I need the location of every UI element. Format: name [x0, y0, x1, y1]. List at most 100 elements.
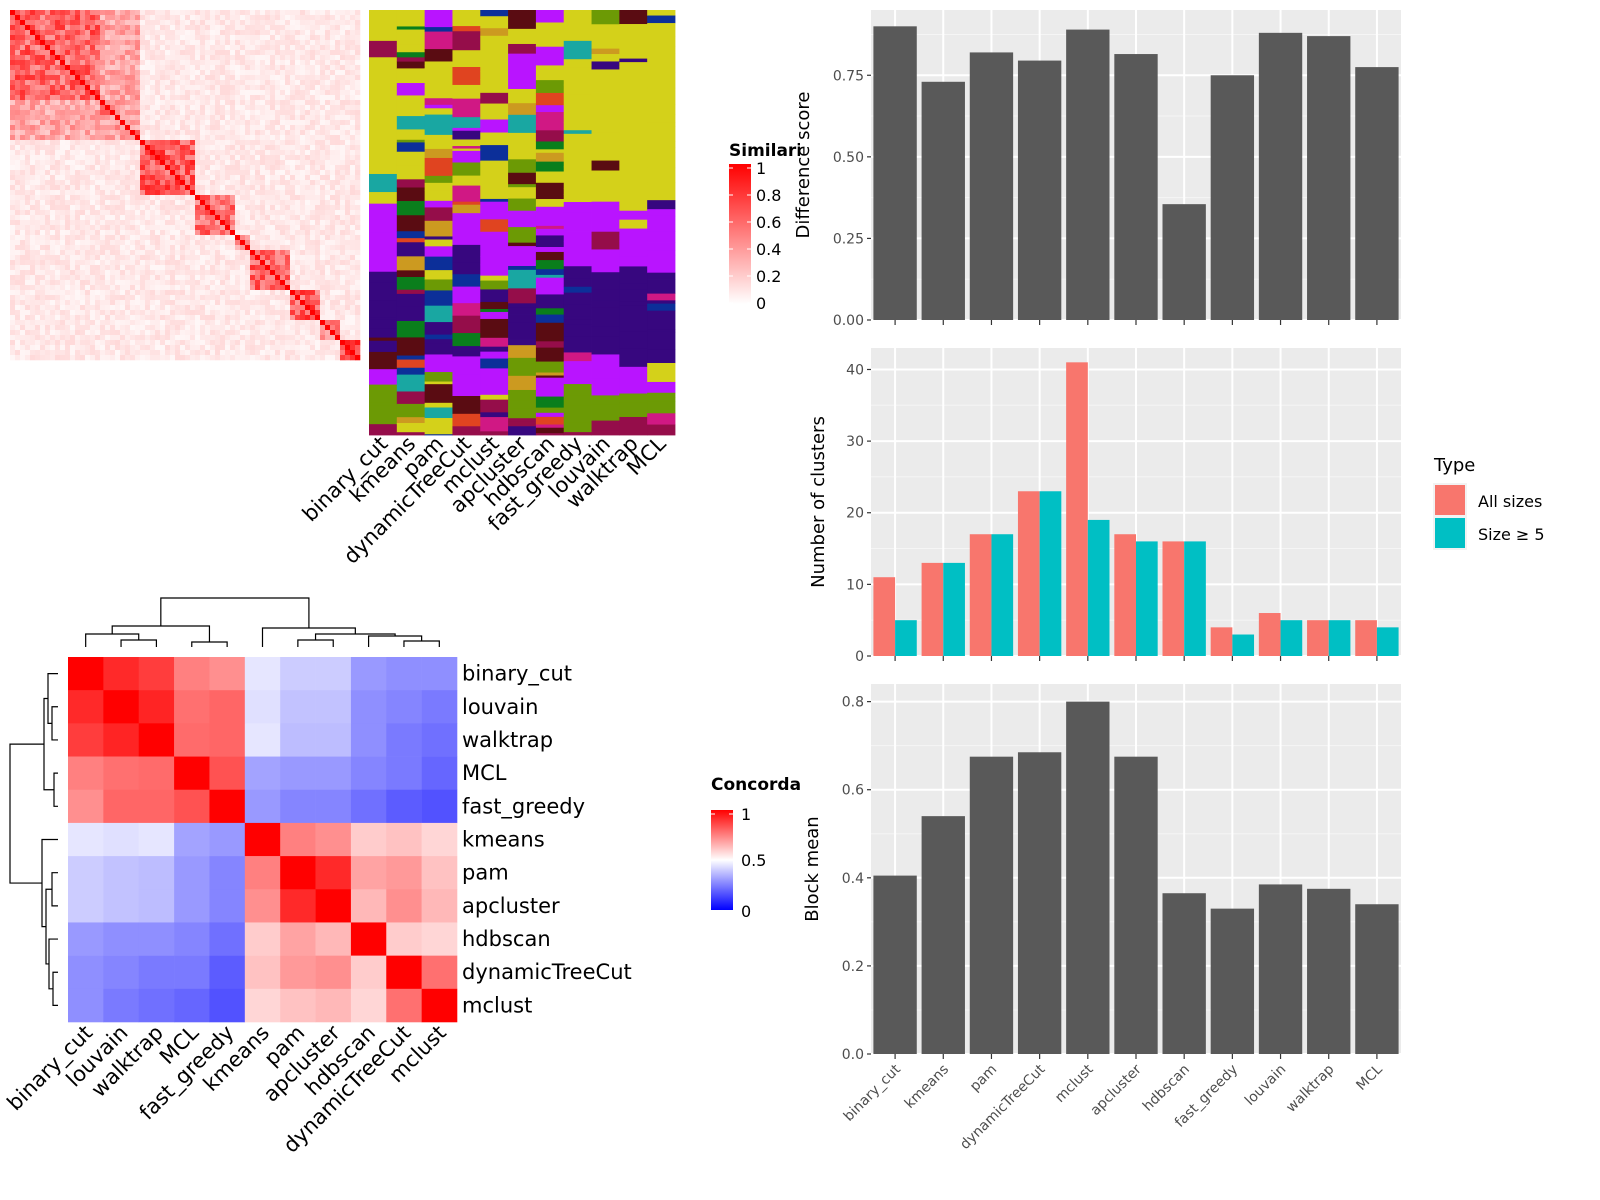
similarity-cell [350, 220, 356, 226]
similarity-cell [110, 60, 116, 66]
similarity-cell [255, 340, 261, 346]
similarity-cell [125, 30, 131, 36]
similarity-cell [185, 255, 191, 261]
similarity-cell [220, 225, 226, 231]
similarity-cell [130, 185, 136, 191]
similarity-cell [55, 280, 61, 286]
similarity-cell [135, 325, 141, 331]
similarity-cell [160, 235, 166, 241]
similarity-cell [15, 245, 21, 251]
similarity-cell [275, 20, 281, 26]
similarity-cell [235, 165, 241, 171]
similarity-cell [315, 290, 321, 296]
similarity-cell [275, 290, 281, 296]
similarity-cell [90, 135, 96, 141]
similarity-cell [315, 225, 321, 231]
similarity-cell [160, 185, 166, 191]
similarity-cell [265, 250, 271, 256]
similarity-cell [330, 15, 336, 21]
similarity-cell [215, 235, 221, 241]
similarity-cell [155, 260, 161, 266]
similarity-cell [310, 75, 316, 81]
similarity-cell [135, 270, 141, 276]
similarity-cell [335, 315, 341, 321]
similarity-cell [220, 215, 226, 221]
similarity-cell [165, 40, 171, 46]
similarity-cell [235, 340, 241, 346]
similarity-cell [270, 55, 276, 61]
similarity-cell [45, 20, 51, 26]
similarity-cell [50, 50, 56, 56]
similarity-cell [180, 275, 186, 281]
similarity-cell [315, 235, 321, 241]
similarity-cell [310, 255, 316, 261]
similarity-cell [195, 120, 201, 126]
similarity-cell [100, 25, 106, 31]
similarity-cell [130, 260, 136, 266]
similarity-cell [110, 230, 116, 236]
similarity-cell [290, 125, 296, 131]
similarity-cell [275, 65, 281, 71]
similarity-cell [265, 120, 271, 126]
similarity-cell [160, 90, 166, 96]
similarity-cell [55, 190, 61, 196]
similarity-cell [75, 35, 81, 41]
similarity-cell [140, 85, 146, 91]
similarity-cell [270, 160, 276, 166]
similarity-cell [90, 155, 96, 161]
similarity-cell [125, 20, 131, 26]
similarity-cell [55, 20, 61, 26]
similarity-cell [15, 210, 21, 216]
similarity-cell [180, 165, 186, 171]
similarity-cell [15, 320, 21, 326]
similarity-cell [80, 275, 86, 281]
similarity-cell [135, 200, 141, 206]
similarity-cell [60, 255, 66, 261]
similarity-cell [10, 215, 16, 221]
similarity-cell [125, 95, 131, 101]
similarity-cell [300, 130, 306, 136]
similarity-cell [45, 255, 51, 261]
partition-cell [369, 319, 398, 330]
similarity-cell [300, 30, 306, 36]
partition-cell [396, 95, 426, 109]
similarity-cell [140, 320, 146, 326]
similarity-cell [170, 325, 176, 331]
similarity-cell [155, 55, 161, 61]
similarity-cell [150, 185, 156, 191]
similarity-cell [180, 300, 186, 306]
similarity-cell [80, 40, 86, 46]
similarity-cell [255, 185, 261, 191]
similarity-cell [40, 205, 46, 211]
similarity-cell [200, 310, 206, 316]
similarity-cell [75, 55, 81, 61]
similarity-cell [320, 55, 326, 61]
similarity-cell [110, 250, 116, 256]
similarity-cell [350, 30, 356, 36]
similarity-cell [150, 255, 156, 261]
similarity-cell [300, 125, 306, 131]
similarity-cell [350, 105, 356, 111]
similarity-cell [245, 205, 251, 211]
similarity-cell [250, 145, 256, 151]
similarity-cell [195, 190, 201, 196]
partition-cell [396, 320, 426, 338]
similarity-cell [55, 145, 61, 151]
partition-cell [369, 32, 398, 42]
similarity-cell [280, 215, 286, 221]
similarity-cell [225, 115, 231, 121]
similarity-cell [170, 115, 176, 121]
similarity-cell [335, 185, 341, 191]
similarity-cell [195, 170, 201, 176]
similarity-cell [325, 295, 331, 301]
similarity-cell [25, 260, 31, 266]
similarity-cell [255, 300, 261, 306]
similarity-cell [35, 330, 41, 336]
similarity-cell [295, 145, 301, 151]
similarity-cell [160, 255, 166, 261]
similarity-cell [35, 175, 41, 181]
similarity-cell [335, 15, 341, 21]
similarity-cell [75, 145, 81, 151]
similarity-cell [230, 60, 236, 66]
similarity-cell [185, 45, 191, 51]
